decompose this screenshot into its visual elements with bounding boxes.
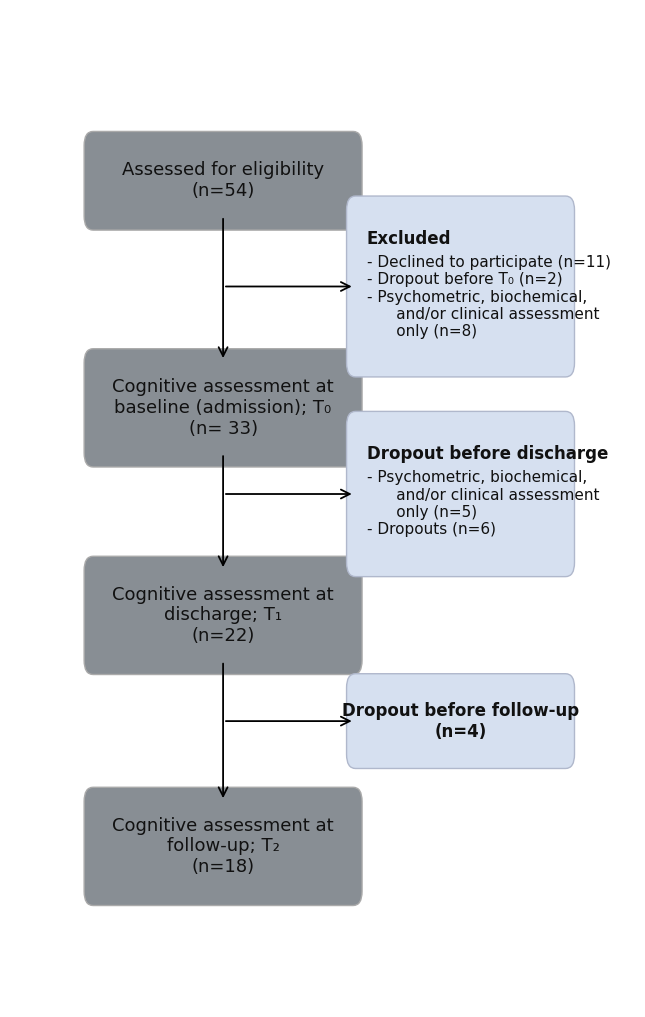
FancyBboxPatch shape (84, 556, 362, 674)
Text: Excluded: Excluded (366, 230, 451, 248)
Text: Cognitive assessment at
discharge; T₁
(n=22): Cognitive assessment at discharge; T₁ (n… (112, 586, 334, 645)
Text: - Psychometric, biochemical,
      and/or clinical assessment
      only (n=5)
-: - Psychometric, biochemical, and/or clin… (366, 470, 599, 537)
Text: Assessed for eligibility
(n=54): Assessed for eligibility (n=54) (122, 162, 324, 200)
FancyBboxPatch shape (84, 349, 362, 467)
Text: - Declined to participate (n=11)
- Dropout before T₀ (n=2)
- Psychometric, bioch: - Declined to participate (n=11) - Dropo… (366, 255, 611, 340)
Text: Dropout before discharge: Dropout before discharge (366, 445, 608, 463)
Text: Cognitive assessment at
baseline (admission); T₀
(n= 33): Cognitive assessment at baseline (admiss… (112, 378, 334, 437)
FancyBboxPatch shape (84, 787, 362, 905)
FancyBboxPatch shape (346, 196, 575, 377)
FancyBboxPatch shape (346, 412, 575, 577)
FancyBboxPatch shape (346, 673, 575, 769)
Text: Cognitive assessment at
follow-up; T₂
(n=18): Cognitive assessment at follow-up; T₂ (n… (112, 817, 334, 877)
FancyBboxPatch shape (84, 131, 362, 230)
Text: Dropout before follow-up
(n=4): Dropout before follow-up (n=4) (342, 702, 579, 740)
